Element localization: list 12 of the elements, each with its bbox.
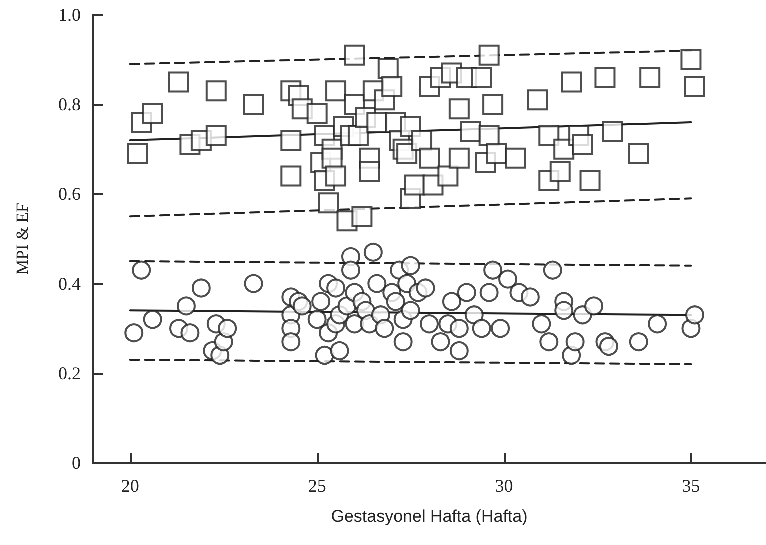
x-tick-label: 35 xyxy=(682,476,700,496)
y-tick-label: 0.8 xyxy=(58,94,81,115)
x-tick-label: 25 xyxy=(308,476,326,496)
y-tick-label: 0.4 xyxy=(58,274,81,294)
y-tick-label: 1.0 xyxy=(58,5,81,25)
x-tick-label: 20 xyxy=(121,476,140,496)
x-tick-label: 30 xyxy=(495,476,514,496)
y-tick-label: 0.6 xyxy=(58,184,81,204)
x-axis-title: Gestasyonel Hafta (Hafta) xyxy=(331,507,528,526)
y-tick-label: 0 xyxy=(72,453,81,473)
y-axis-title: MPI & EF xyxy=(13,203,32,275)
y-tick-label: 0.2 xyxy=(58,363,81,384)
